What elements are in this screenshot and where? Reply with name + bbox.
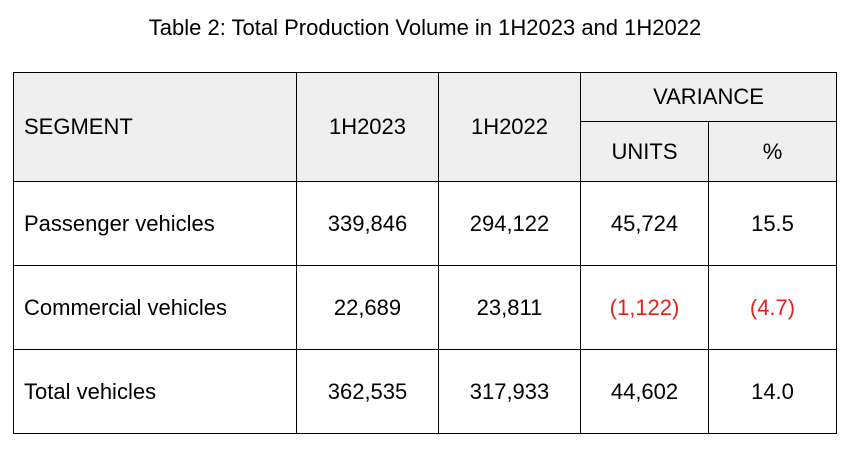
row-units: 45,724 <box>580 181 709 266</box>
row-segment: Total vehicles <box>13 349 297 434</box>
row-percent: 14.0 <box>708 349 837 434</box>
row-units-negative: (1,122) <box>580 265 709 350</box>
row-1h2023: 362,535 <box>296 349 439 434</box>
row-units: 44,602 <box>580 349 709 434</box>
row-percent-negative: (4.7) <box>708 265 837 350</box>
row-1h2022: 294,122 <box>438 181 581 266</box>
row-1h2023: 22,689 <box>296 265 439 350</box>
production-volume-table: SEGMENT 1H2023 1H2022 VARIANCE UNITS % P… <box>13 72 837 434</box>
row-1h2022: 317,933 <box>438 349 581 434</box>
header-percent: % <box>708 121 837 182</box>
header-1h2022: 1H2022 <box>438 72 581 182</box>
row-percent: 15.5 <box>708 181 837 266</box>
table-row: Passenger vehicles 339,846 294,122 45,72… <box>13 181 837 266</box>
table-row: Commercial vehicles 22,689 23,811 (1,122… <box>13 265 837 350</box>
row-1h2022: 23,811 <box>438 265 581 350</box>
header-variance: VARIANCE <box>580 72 837 122</box>
header-units: UNITS <box>580 121 709 182</box>
header-segment: SEGMENT <box>13 72 297 182</box>
table-row: Total vehicles 362,535 317,933 44,602 14… <box>13 349 837 434</box>
header-1h2023: 1H2023 <box>296 72 439 182</box>
row-segment: Commercial vehicles <box>13 265 297 350</box>
row-segment: Passenger vehicles <box>13 181 297 266</box>
table-title: Table 2: Total Production Volume in 1H20… <box>148 15 702 40</box>
header-row-top: SEGMENT 1H2023 1H2022 VARIANCE <box>13 72 837 182</box>
row-1h2023: 339,846 <box>296 181 439 266</box>
header-row-bottom: UNITS % <box>14 121 837 182</box>
